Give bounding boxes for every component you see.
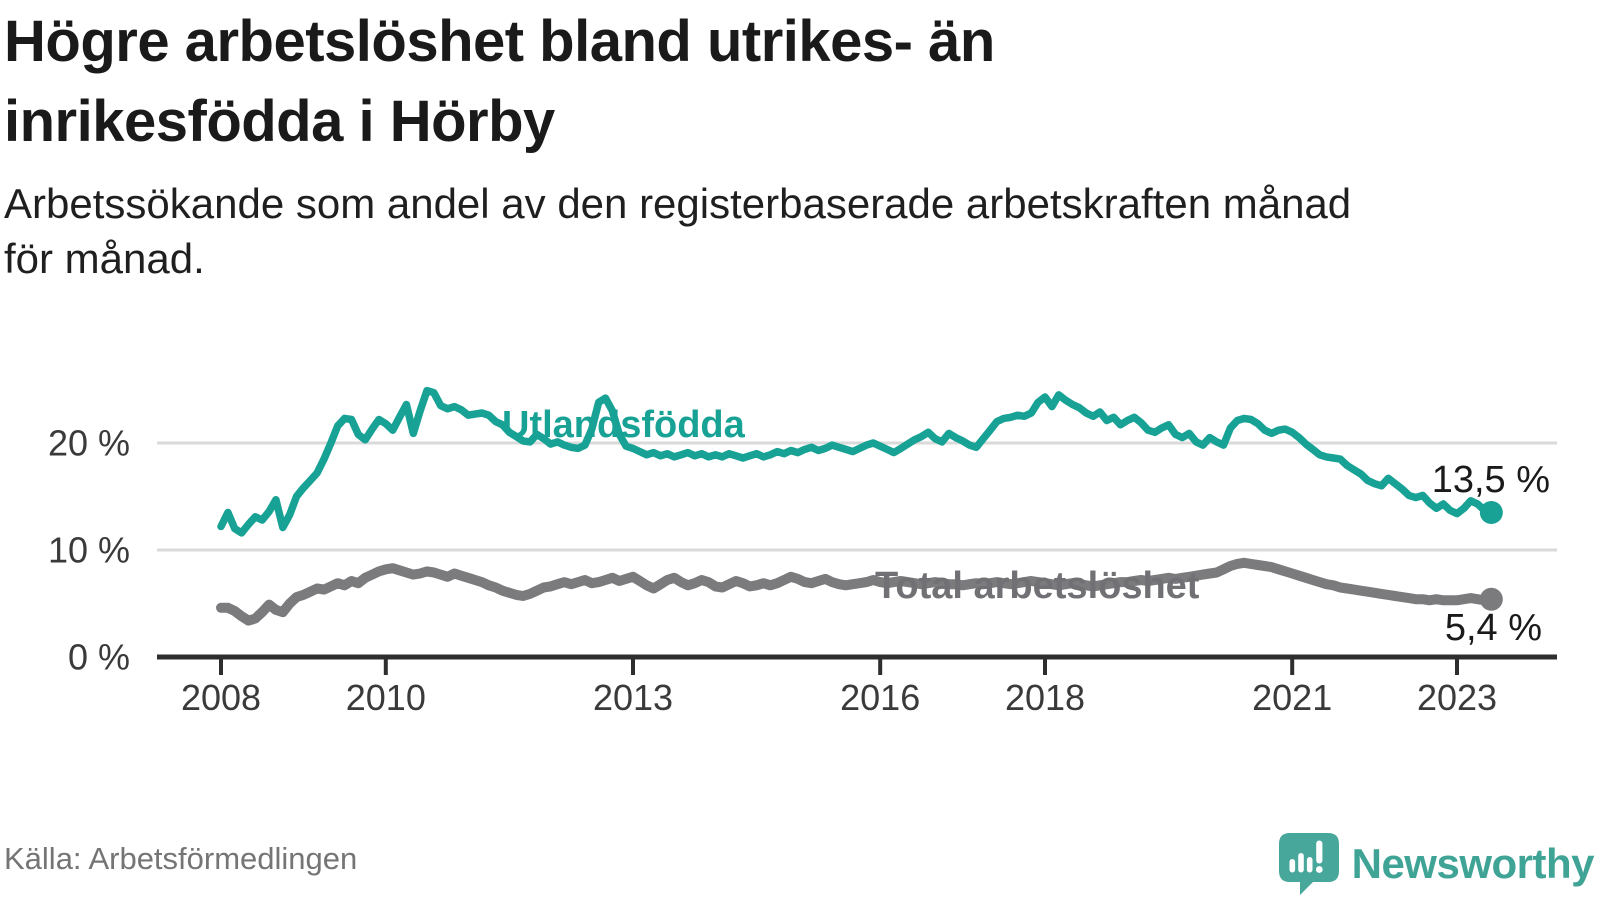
x-tick-label: 2016: [840, 677, 920, 718]
x-tick-label: 2013: [593, 677, 673, 718]
newsworthy-logo-icon: [1278, 833, 1339, 895]
series-lines: [216, 386, 1497, 626]
y-tick-label: 20 %: [48, 423, 130, 464]
y-tick-label: 0 %: [68, 637, 130, 678]
series-labels: Utlandsfödda Total arbetslöshet: [502, 404, 1200, 607]
series-line-total: [216, 557, 1497, 626]
series-end-dot-utlandsfodda: [1479, 501, 1503, 525]
x-tick-label: 2018: [1005, 677, 1085, 718]
x-tick-label: 2010: [346, 677, 426, 718]
gridlines: [157, 441, 1557, 552]
series-end-dot-total: [1479, 587, 1503, 611]
y-tick-label: 10 %: [48, 530, 130, 571]
x-tick-label: 2023: [1417, 677, 1497, 718]
x-tick-label: 2008: [181, 677, 261, 718]
series-end-labels: 13,5 % 5,4 %: [1432, 459, 1550, 649]
series-label-total-arbetsloshet: Total arbetslöshet: [875, 565, 1200, 607]
end-label-utlandsfodda: 13,5 %: [1432, 459, 1550, 501]
series-end-dots: [1479, 501, 1503, 611]
series-line-utlandsfodda: [217, 386, 1496, 537]
page-title: Högre arbetslöshet bland utrikes- än inr…: [4, 9, 995, 155]
source-attribution: Källa: Arbetsförmedlingen: [4, 841, 358, 876]
x-axis: 2008 2010 2013 2016 2018 2021 2023: [157, 654, 1557, 718]
newsworthy-branding: Newsworthy: [1278, 832, 1595, 896]
y-axis-labels: 0 % 10 % 20 %: [48, 423, 130, 678]
x-tick-label: 2021: [1252, 677, 1332, 718]
series-label-utlandsfodda: Utlandsfödda: [502, 404, 746, 446]
end-label-total-arbetsloshet: 5,4 %: [1445, 607, 1542, 649]
chart-subtitle: Arbetssökande som andel av den registerb…: [4, 180, 1352, 283]
newsworthy-wordmark: Newsworthy: [1351, 840, 1595, 887]
